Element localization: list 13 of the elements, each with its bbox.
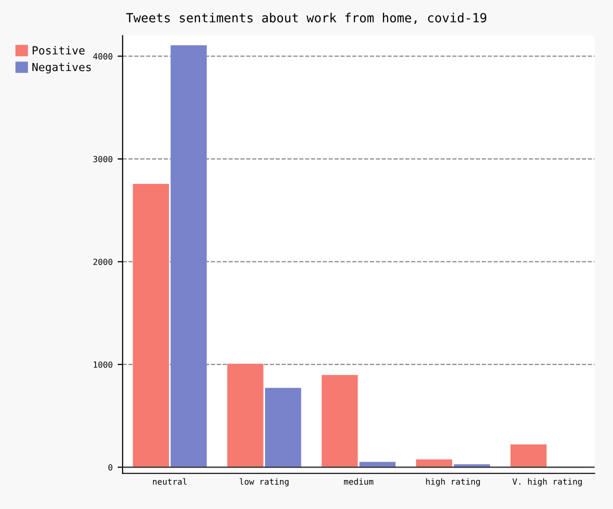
x-tick-label: V. high rating [512, 478, 582, 486]
y-tick-label: 0 [108, 464, 112, 471]
y-tick-label: 3000 [93, 156, 112, 162]
x-tick-label: low rating [240, 478, 289, 486]
y-tick-label: 2000 [93, 258, 112, 265]
legend-label: Positive [32, 46, 85, 55]
x-tick-label: high rating [426, 478, 480, 486]
y-tick-label: 4000 [93, 53, 112, 60]
y-tick-label: 1000 [94, 361, 112, 368]
x-tick-label: neutral [153, 478, 187, 485]
legend-label: Negatives [32, 62, 91, 74]
chart-title: Tweets sentiments about work from home, covid-19 [126, 12, 486, 24]
x-tick-label: medium [344, 478, 374, 485]
